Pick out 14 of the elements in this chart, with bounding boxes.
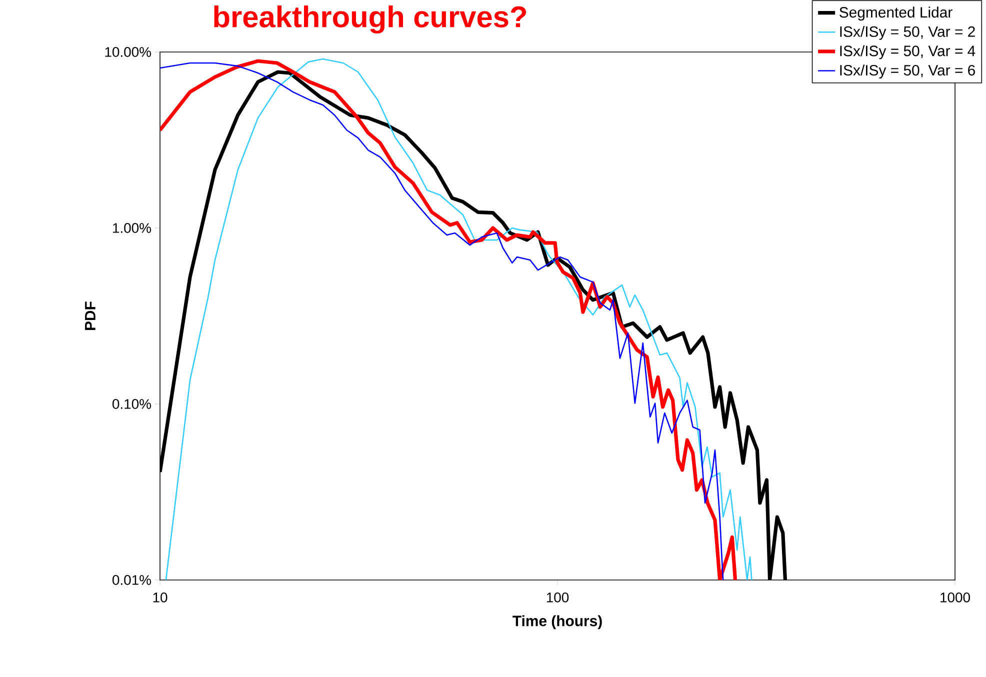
y-tick-label: 1.00%: [113, 223, 151, 233]
legend-label: Segmented Lidar: [840, 6, 952, 21]
legend-label: ISx/ISy = 50, Var = 4: [840, 45, 976, 60]
x-tick-label: 1000: [940, 592, 970, 602]
y-tick-label: 0.10%: [112, 399, 151, 409]
y-axis-title: PDF: [85, 302, 96, 330]
x-tick-label: 10: [153, 592, 168, 602]
legend-label: ISx/ISy = 50, Var = 6: [840, 64, 975, 78]
chart-title: breakthrough curves?: [214, 6, 526, 34]
y-tick-label: 10.00%: [105, 47, 151, 57]
x-tick-label: 100: [546, 592, 569, 602]
y-tick-label: 0.01%: [112, 575, 151, 585]
legend-label: ISx/ISy = 50, Var = 2: [840, 26, 975, 40]
x-axis-title: Time (hours): [512, 615, 602, 630]
